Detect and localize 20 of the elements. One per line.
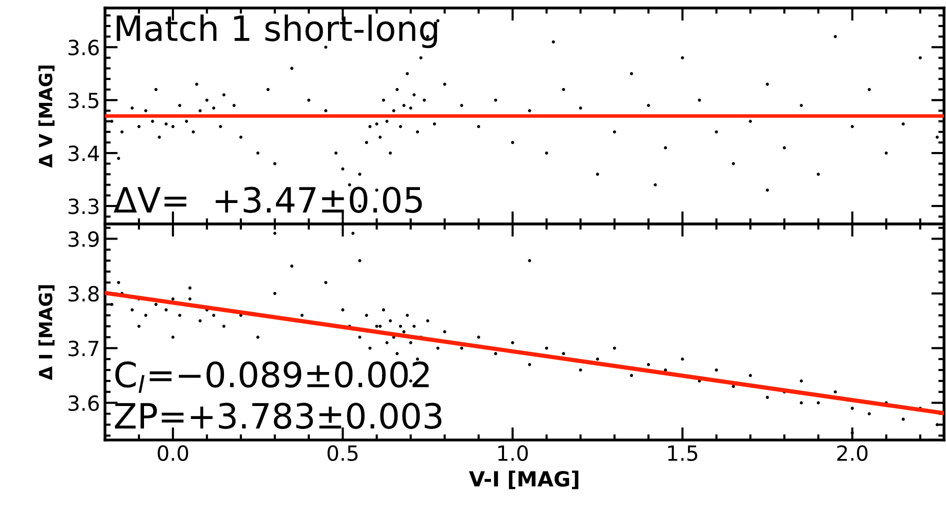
y-axis-title: Δ I [MAG] [38, 285, 55, 380]
y-tick-label: 3.6 [68, 40, 99, 56]
x-tick-label: 0.0 [158, 445, 188, 461]
x-tick-label: 0.5 [328, 445, 358, 461]
annotation: ΔV= +3.47±0.05 [114, 186, 422, 213]
y-tick-label: 3.5 [68, 92, 98, 108]
x-tick-label: 1.5 [668, 446, 698, 461]
y-tick-label: 3.9 [68, 231, 99, 247]
y-tick-label: 3.7 [68, 340, 98, 356]
y-tick-label: 3.4 [68, 146, 99, 162]
annotation: C$_{I}$=−0.089±0.002 [115, 361, 429, 393]
x-axis-title: V-I [MAG] [468, 470, 578, 490]
y-tick-label: 3.8 [68, 286, 99, 302]
x-tick-label: 2.0 [837, 445, 868, 461]
y-tick-label: 3.3 [68, 198, 98, 214]
x-tick-label: 1.0 [498, 445, 528, 461]
y-tick-label: 3.6 [68, 395, 99, 412]
annotation: Match 1 short-long [116, 14, 438, 48]
y-axis-title: Δ V [MAG] [38, 66, 55, 168]
annotation: ZP=+3.783±0.003 [114, 402, 442, 429]
